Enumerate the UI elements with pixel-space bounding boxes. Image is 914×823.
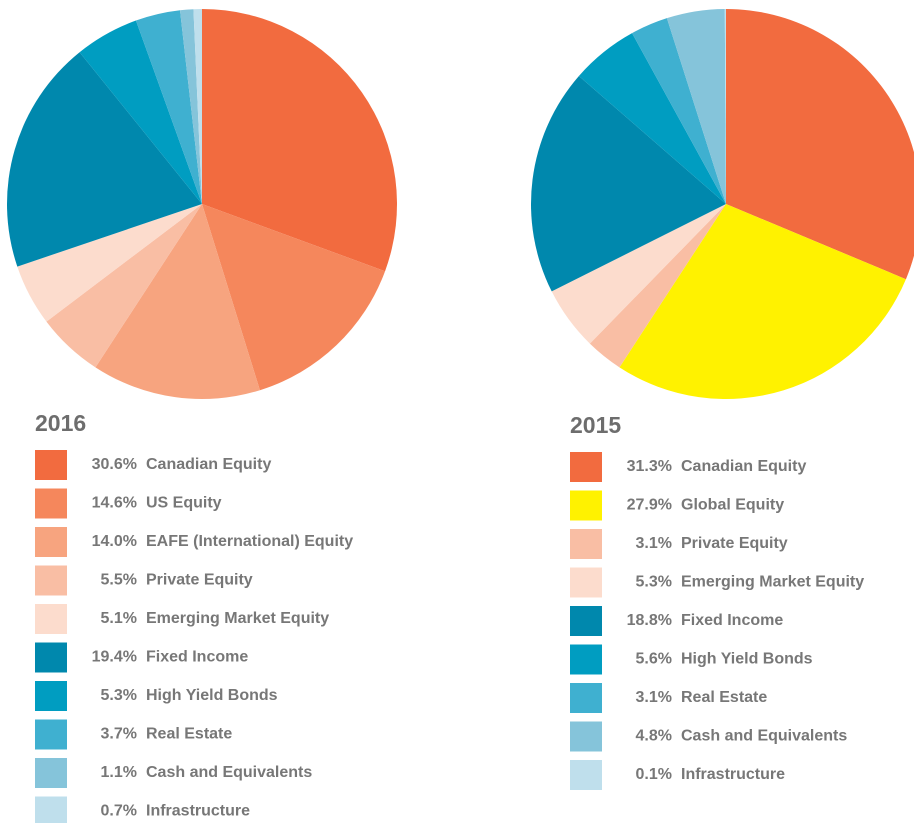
legend-swatch — [35, 719, 67, 750]
pie-slice — [79, 20, 202, 205]
pie-slice — [202, 204, 386, 391]
legend-value: 31.3% — [627, 458, 672, 475]
legend-value: 1.1% — [101, 764, 137, 781]
legend-swatch — [35, 488, 67, 519]
legend-swatch — [35, 565, 67, 596]
legend-label: Emerging Market Equity — [681, 574, 864, 591]
legend-label: EAFE (International) Equity — [146, 533, 353, 550]
legend-label: Fixed Income — [681, 612, 783, 629]
pie-slice — [632, 18, 726, 204]
pie-slice — [7, 52, 203, 267]
legend-swatch — [35, 604, 67, 634]
legend-swatch — [35, 758, 67, 788]
pie-slice — [193, 9, 202, 204]
pie-slice — [666, 9, 726, 205]
legend-value: 3.1% — [636, 689, 672, 706]
pie-slice — [619, 204, 906, 399]
legend-swatch — [570, 452, 602, 482]
legend-label: Infrastructure — [681, 766, 785, 783]
legend-value: 5.5% — [101, 572, 137, 589]
legend-label: Real Estate — [146, 726, 232, 743]
pie-slice — [179, 9, 202, 204]
legend-value: 3.1% — [636, 535, 672, 552]
pie-slice — [726, 9, 914, 280]
pie-slice — [46, 204, 202, 368]
legend-value: 30.6% — [92, 456, 137, 473]
legend-label: Global Equity — [681, 497, 784, 514]
pie-slice — [531, 75, 726, 292]
legend-value: 5.3% — [101, 687, 137, 704]
legend-label: US Equity — [146, 495, 222, 512]
legend-label: Fixed Income — [146, 649, 248, 666]
legend-label: High Yield Bonds — [146, 687, 278, 704]
pie-slice — [551, 204, 726, 344]
legend-label: Canadian Equity — [681, 458, 806, 475]
legend-swatch — [570, 721, 602, 752]
legend-value: 0.7% — [101, 803, 137, 820]
legend-swatch — [570, 490, 602, 521]
legend-value: 14.0% — [92, 533, 137, 550]
legend-value: 5.1% — [101, 610, 137, 627]
legend-value: 18.8% — [627, 612, 672, 629]
pie-slice — [589, 204, 726, 368]
legend-label: Cash and Equivalents — [146, 764, 312, 781]
legend-value: 3.7% — [101, 726, 137, 743]
legend-swatch — [35, 527, 67, 557]
legend-label: Private Equity — [146, 572, 253, 589]
legend-label: Emerging Market Equity — [146, 610, 329, 627]
legend-value: 5.6% — [636, 651, 672, 668]
legend-title: 2015 — [570, 412, 621, 438]
legend-label: Canadian Equity — [146, 456, 271, 473]
legend-label: Infrastructure — [146, 803, 250, 820]
pie-slice — [724, 9, 726, 204]
legend-swatch — [35, 681, 67, 711]
legend-swatch — [35, 642, 67, 673]
legend-value: 5.3% — [636, 574, 672, 591]
legend-swatch — [35, 450, 67, 480]
legend-title: 2016 — [35, 410, 86, 436]
legend-swatch — [570, 606, 602, 636]
legend-swatch — [570, 760, 602, 790]
legend-value: 14.6% — [92, 495, 137, 512]
legend-value: 19.4% — [92, 649, 137, 666]
legend-swatch — [570, 683, 602, 713]
pie-slice — [202, 9, 398, 272]
legend-value: 4.8% — [636, 728, 672, 745]
pie-slice — [578, 33, 726, 205]
legend-label: Cash and Equivalents — [681, 728, 847, 745]
pie-slice — [135, 10, 202, 205]
legend-swatch — [570, 567, 602, 598]
pie-slice — [17, 204, 203, 322]
legend-value: 0.1% — [636, 766, 672, 783]
pie-slice — [95, 204, 260, 399]
legend-label: Real Estate — [681, 689, 767, 706]
legend-swatch — [35, 796, 67, 823]
legend-swatch — [570, 644, 602, 675]
legend-label: Private Equity — [681, 535, 788, 552]
legend-value: 27.9% — [627, 497, 672, 514]
legend-label: High Yield Bonds — [681, 651, 813, 668]
legend-swatch — [570, 529, 602, 559]
